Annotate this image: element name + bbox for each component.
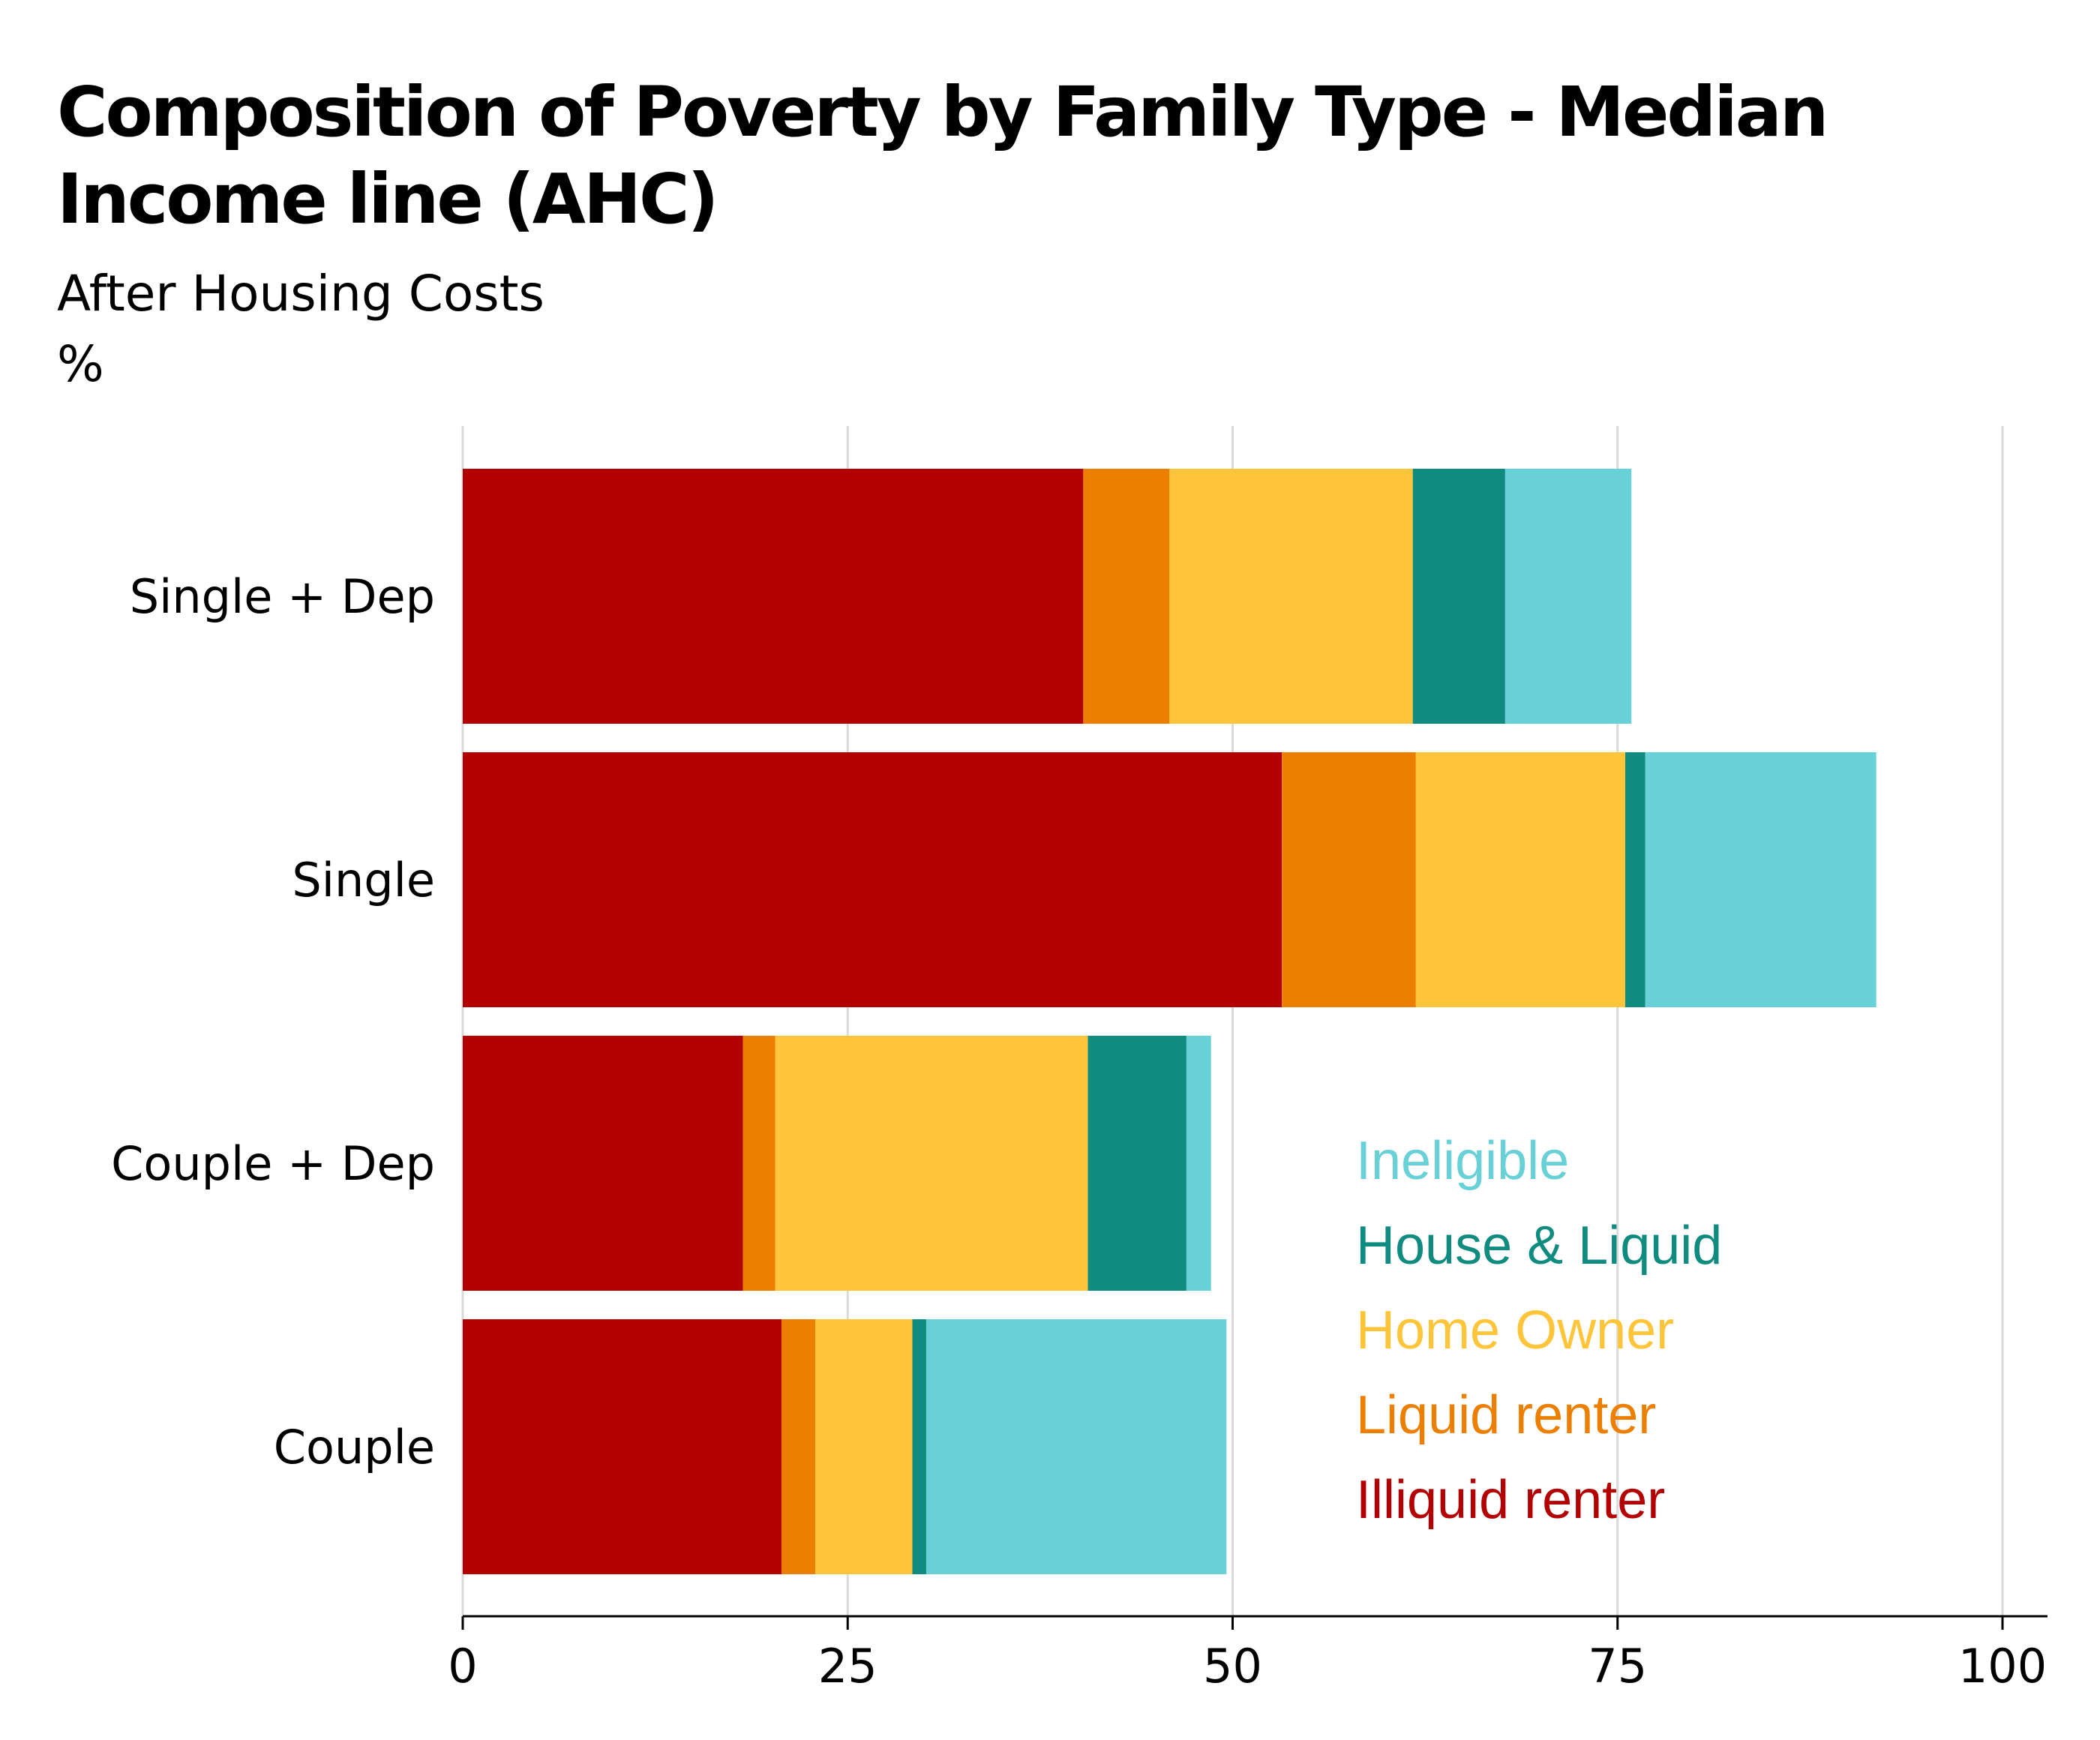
x-tick-label: 50	[1203, 1639, 1262, 1694]
bar-couple-house-liquid	[912, 1319, 926, 1574]
bar-single-dep-ineligible	[1504, 469, 1632, 724]
x-tick-label: 25	[818, 1639, 878, 1694]
bar-couple-dep-ineligible	[1186, 1036, 1211, 1291]
bar-couple-dep-illiquid-renter	[463, 1036, 743, 1291]
bar-single-dep-illiquid-renter	[463, 469, 1084, 724]
legend-entry: House & Liquid	[1356, 1216, 1722, 1276]
category-label: Couple + Dep	[111, 1136, 435, 1191]
bar-couple-dep-liquid-renter	[742, 1036, 776, 1291]
category-label: Single + Dep	[130, 569, 435, 624]
bars	[463, 469, 1876, 1574]
category-label: Single	[292, 853, 435, 908]
category-label: Couple	[274, 1420, 435, 1474]
bar-single-illiquid-renter	[463, 752, 1282, 1007]
bar-single-home-owner	[1415, 752, 1626, 1007]
x-tick-label: 100	[1958, 1639, 2047, 1694]
legend-entry: Ineligible	[1356, 1131, 1569, 1191]
bar-single-dep-home-owner	[1169, 469, 1413, 724]
bar-couple-illiquid-renter	[463, 1319, 782, 1574]
legend-entry: Illiquid renter	[1356, 1470, 1665, 1530]
bar-single-dep-house-liquid	[1412, 469, 1505, 724]
legend-entry: Liquid renter	[1356, 1385, 1656, 1445]
bar-couple-ineligible	[926, 1319, 1227, 1574]
legend: Ineligible House & Liquid Home Owner Liquid…	[1356, 1131, 1722, 1530]
legend-entry: Home Owner	[1356, 1300, 1674, 1360]
bar-single-liquid-renter	[1282, 752, 1416, 1007]
category-labels: Single + Dep Single Couple + Dep Couple	[111, 569, 435, 1474]
bar-couple-dep-house-liquid	[1088, 1036, 1186, 1291]
x-axis: 0 25 50 75 100	[448, 1615, 2048, 1694]
x-tick-label: 75	[1588, 1639, 1647, 1694]
bar-couple-liquid-renter	[781, 1319, 816, 1574]
bar-single-house-liquid	[1625, 752, 1646, 1007]
y-unit-label: %	[57, 335, 104, 393]
bar-single-dep-liquid-renter	[1083, 469, 1170, 724]
bar-couple-dep-home-owner	[775, 1036, 1088, 1291]
chart-title: Composition of Poverty by Family Type - …	[57, 72, 1828, 239]
bar-single-ineligible	[1645, 752, 1876, 1007]
x-tick-label: 0	[448, 1639, 477, 1694]
chart-subtitle: After Housing Costs	[57, 265, 544, 322]
bar-couple-home-owner	[815, 1319, 913, 1574]
